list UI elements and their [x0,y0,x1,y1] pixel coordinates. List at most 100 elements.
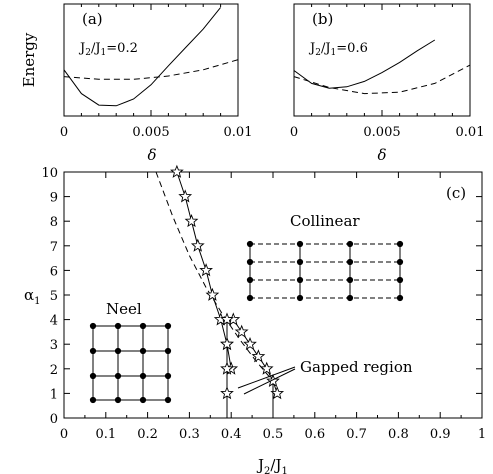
panel-b-ratio: J2/J1=0.6 [308,41,368,58]
panel-b: (b) J2/J1=0.6 0 0.005 0.01 δ [290,3,485,164]
lattice-site [246,258,254,266]
alpha1-axis-label: α1 [24,286,41,307]
dashed-boundary [155,171,274,382]
lattice-site [139,396,147,404]
star-marker [243,336,257,351]
gapped-arrow-1 [237,366,296,389]
lattice-site [164,396,172,404]
x-tick-label: 0.3 [179,427,200,442]
lattice-site [396,258,404,266]
lattice-site [296,276,304,284]
gapped-arrow-2 [243,368,296,395]
lattice-site [296,258,304,266]
lattice-site [246,240,254,248]
lattice-site [246,276,254,284]
panel-c-label: (c) [446,184,466,202]
lattice-site [346,276,354,284]
star-marker [170,164,184,178]
gapped-region-label: Gapped region [300,358,413,376]
lattice-site [89,396,97,404]
panel-a-label: (a) [82,10,103,28]
neel-label: Neel [106,300,142,318]
x-tick-label: 0 [60,427,68,442]
lattice-site [396,276,404,284]
solid-energy-curve [293,39,436,89]
lattice-site [89,322,97,330]
y-tick-label: 5 [50,289,58,304]
y-tick-label: 1 [50,387,58,402]
panel-b-lines [293,39,471,95]
lattice-site [346,294,354,302]
panel-c-lines [155,164,285,418]
star-marker [234,324,249,338]
neel-lattice [89,322,172,404]
lattice-site [89,347,97,355]
lattice-site [139,372,147,380]
lattice-site [396,240,404,248]
star-marker [270,386,285,400]
x-tick-label: 0 [60,125,68,140]
lattice-site [114,322,122,330]
lattice-site [139,347,147,355]
y-tick-label: 8 [50,215,58,230]
solid-energy-curve [63,7,221,107]
lattice-site [396,294,404,302]
panel-a-ticks: 0 0.005 0.01 [60,4,253,140]
x-tick-label: 0.5 [263,427,284,442]
star-marker [220,312,234,326]
x-tick-label: 0.8 [388,427,409,442]
x-tick-label: 0.4 [221,427,242,442]
star-marker [220,386,234,400]
y-tick-label: 0 [50,412,58,427]
star-marker [184,213,199,228]
lattice-site [114,396,122,404]
x-tick-label: 0.005 [132,125,169,140]
y-tick-label: 10 [41,166,58,181]
star-marker [259,361,274,375]
panel-b-ticks: 0 0.005 0.01 [290,4,485,140]
x-tick-label: 0.9 [430,427,451,442]
star-marker [178,189,193,203]
x-tick-label: 0.005 [363,125,400,140]
lattice-site [296,294,304,302]
star-marker [199,263,213,277]
y-tick-label: 3 [50,338,58,353]
collinear-lattice [246,240,404,302]
star-marker [251,349,266,363]
y-tick-label: 9 [50,191,58,206]
y-tick-label: 6 [50,264,58,279]
star-marker [220,336,234,351]
lattice-site [114,347,122,355]
star-marker [266,373,280,388]
lattice-site [164,372,172,380]
panel-b-label: (b) [312,10,333,28]
lattice-site [114,372,122,380]
y-tick-label: 4 [50,314,58,329]
lattice-site [164,322,172,330]
dashed-energy-curve [293,64,471,95]
lattice-site [346,258,354,266]
panel-a-lines [63,7,239,107]
x-tick-label: 0.01 [456,125,485,140]
lattice-site [139,322,147,330]
star-marker [220,361,234,375]
dashed-energy-curve [63,59,239,80]
y-tick-label: 2 [50,363,58,378]
lattice-site [89,372,97,380]
lattice-site [296,240,304,248]
panel-a: (a) J2/J1=0.2 Energy 0 0.005 0.01 δ [20,3,253,164]
panel-a-xlabel: δ [147,146,156,164]
panel-c-ticks: 0 0.1 0.2 0.3 0.4 0.5 0.6 0.7 0.8 0.9 101234567891… [41,166,486,442]
x-tick-label: 1 [478,427,486,442]
x-tick-label: 0 [290,125,298,140]
star-marker [205,287,220,301]
lattice-site [164,347,172,355]
energy-axis-label: Energy [20,32,38,87]
lattice-site [246,294,254,302]
j2j1-axis-label: J2/J1 [256,456,288,474]
y-tick-label: 7 [50,240,58,255]
x-tick-label: 0.01 [224,125,253,140]
x-tick-label: 0.6 [304,427,325,442]
x-tick-label: 0.1 [95,427,116,442]
